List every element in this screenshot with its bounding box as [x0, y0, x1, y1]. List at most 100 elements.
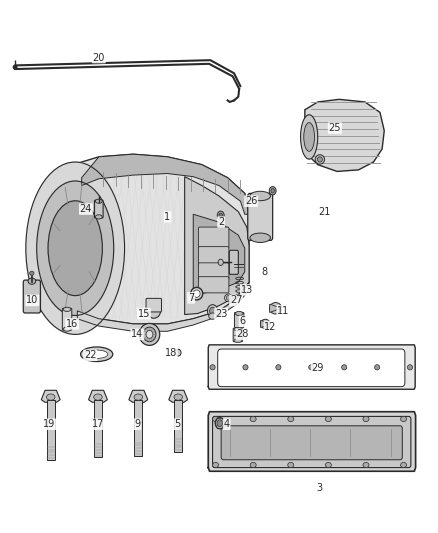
- Ellipse shape: [48, 201, 102, 296]
- Ellipse shape: [363, 416, 369, 422]
- Polygon shape: [193, 214, 245, 295]
- Ellipse shape: [208, 305, 218, 317]
- Ellipse shape: [210, 365, 215, 370]
- Ellipse shape: [209, 307, 215, 314]
- Ellipse shape: [234, 327, 242, 331]
- FancyBboxPatch shape: [221, 426, 402, 460]
- Ellipse shape: [234, 339, 242, 343]
- Polygon shape: [270, 304, 281, 312]
- Ellipse shape: [270, 303, 282, 314]
- Ellipse shape: [63, 307, 71, 311]
- Ellipse shape: [85, 350, 108, 358]
- Text: 4: 4: [224, 419, 230, 429]
- Ellipse shape: [271, 188, 274, 193]
- Ellipse shape: [147, 304, 161, 318]
- FancyBboxPatch shape: [47, 400, 55, 460]
- Text: 24: 24: [80, 204, 92, 214]
- Ellipse shape: [250, 416, 256, 422]
- FancyBboxPatch shape: [248, 193, 272, 240]
- Text: 28: 28: [237, 329, 249, 340]
- Ellipse shape: [374, 365, 380, 370]
- Polygon shape: [81, 154, 249, 214]
- Ellipse shape: [46, 394, 55, 400]
- Text: 15: 15: [138, 309, 150, 319]
- Text: 14: 14: [131, 329, 144, 340]
- Text: 10: 10: [26, 295, 39, 305]
- Ellipse shape: [261, 319, 270, 329]
- Ellipse shape: [243, 365, 248, 370]
- Ellipse shape: [276, 365, 281, 370]
- Text: 20: 20: [92, 53, 105, 62]
- Ellipse shape: [215, 417, 225, 429]
- Ellipse shape: [250, 191, 271, 201]
- Ellipse shape: [95, 215, 102, 219]
- Ellipse shape: [325, 416, 332, 422]
- Polygon shape: [208, 345, 415, 389]
- Ellipse shape: [363, 463, 369, 467]
- Ellipse shape: [300, 115, 318, 159]
- Ellipse shape: [401, 416, 406, 422]
- Ellipse shape: [315, 155, 325, 164]
- Polygon shape: [169, 390, 187, 402]
- Ellipse shape: [146, 330, 153, 338]
- Ellipse shape: [218, 259, 223, 265]
- Ellipse shape: [30, 271, 34, 276]
- FancyBboxPatch shape: [230, 251, 238, 274]
- Text: 8: 8: [261, 266, 267, 277]
- Polygon shape: [185, 176, 249, 314]
- Ellipse shape: [81, 347, 113, 361]
- Ellipse shape: [94, 394, 102, 400]
- Ellipse shape: [269, 187, 276, 195]
- Polygon shape: [64, 154, 249, 324]
- Polygon shape: [88, 390, 107, 402]
- Polygon shape: [41, 390, 60, 402]
- FancyBboxPatch shape: [95, 200, 103, 218]
- Text: 18: 18: [165, 348, 177, 358]
- Text: 23: 23: [215, 309, 227, 319]
- FancyBboxPatch shape: [94, 400, 102, 457]
- Ellipse shape: [37, 181, 114, 316]
- Text: 1: 1: [164, 212, 170, 222]
- Ellipse shape: [325, 463, 332, 467]
- Text: 21: 21: [318, 207, 330, 216]
- Ellipse shape: [95, 199, 102, 203]
- Text: 27: 27: [230, 295, 242, 305]
- Polygon shape: [304, 99, 384, 172]
- Polygon shape: [129, 390, 148, 402]
- Text: 13: 13: [241, 285, 253, 295]
- FancyBboxPatch shape: [23, 280, 40, 313]
- Text: 2: 2: [218, 217, 224, 227]
- Ellipse shape: [191, 287, 203, 300]
- Text: 25: 25: [328, 123, 341, 133]
- Text: 6: 6: [240, 317, 246, 326]
- Ellipse shape: [174, 394, 183, 400]
- FancyBboxPatch shape: [233, 328, 243, 342]
- Ellipse shape: [26, 162, 124, 334]
- FancyBboxPatch shape: [198, 227, 229, 248]
- Ellipse shape: [63, 327, 71, 332]
- FancyBboxPatch shape: [146, 298, 162, 312]
- Text: 17: 17: [92, 419, 104, 429]
- Ellipse shape: [225, 294, 232, 302]
- Ellipse shape: [342, 365, 347, 370]
- Ellipse shape: [212, 416, 219, 422]
- Ellipse shape: [208, 313, 216, 319]
- FancyBboxPatch shape: [174, 400, 182, 452]
- Ellipse shape: [235, 311, 243, 316]
- FancyBboxPatch shape: [198, 263, 229, 280]
- Ellipse shape: [304, 123, 314, 151]
- Ellipse shape: [134, 394, 142, 400]
- Ellipse shape: [139, 324, 160, 345]
- Polygon shape: [208, 411, 416, 471]
- Ellipse shape: [143, 327, 156, 342]
- FancyBboxPatch shape: [212, 416, 411, 467]
- Polygon shape: [261, 320, 270, 328]
- Ellipse shape: [309, 365, 314, 370]
- FancyBboxPatch shape: [198, 247, 229, 265]
- Ellipse shape: [288, 416, 294, 422]
- FancyBboxPatch shape: [218, 349, 405, 386]
- Text: 16: 16: [66, 319, 78, 329]
- Ellipse shape: [14, 65, 17, 69]
- FancyBboxPatch shape: [62, 308, 72, 330]
- Ellipse shape: [317, 157, 322, 162]
